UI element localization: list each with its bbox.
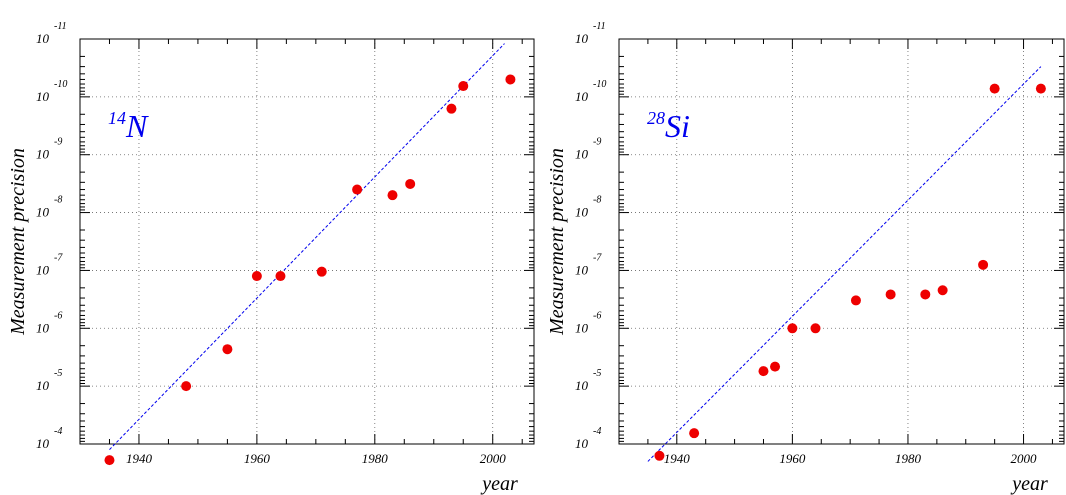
y-tick-exponent: -4 [54, 426, 62, 437]
x-tick-label: 2000 [480, 451, 507, 466]
data-point [885, 289, 896, 300]
y-tick-exponent: -7 [54, 252, 63, 263]
x-axis-title: year [480, 473, 518, 495]
y-tick-exponent: -8 [54, 195, 62, 206]
fit-line [109, 43, 505, 450]
y-tick-base: 10 [575, 378, 589, 393]
y-tick-exponent: -8 [593, 195, 601, 206]
data-point [758, 366, 769, 377]
x-tick-label: 1940 [664, 451, 691, 466]
data-point [446, 103, 457, 114]
y-tick-base: 10 [36, 320, 50, 335]
data-point [505, 74, 516, 85]
y-tick-base: 10 [36, 436, 50, 451]
y-tick-base: 10 [575, 31, 589, 46]
y-tick-base: 10 [575, 320, 589, 335]
y-tick-exponent: -6 [54, 310, 62, 321]
y-tick-exponent: -9 [54, 137, 62, 148]
x-tick-label: 1980 [362, 451, 389, 466]
data-point [770, 361, 781, 372]
y-tick-base: 10 [36, 262, 50, 277]
data-point [850, 295, 861, 306]
y-tick-base: 10 [575, 205, 589, 220]
y-tick-base: 10 [36, 31, 50, 46]
isotope-label: 14N [108, 108, 149, 144]
data-point [937, 285, 948, 296]
data-point [654, 450, 665, 461]
plot-frame [79, 38, 535, 445]
data-point [251, 271, 262, 282]
chart-panel-1: 1940 1960 1980 2000 10 -4 10 -5 10 -6 10 -7 10 -8 10 -9… [7, 21, 535, 495]
data-point [1035, 83, 1046, 94]
y-tick-base: 10 [575, 436, 589, 451]
y-tick-exponent: -5 [593, 368, 601, 379]
isotope-element-symbol: N [125, 108, 149, 144]
data-point [458, 81, 469, 92]
x-tick-label: 1960 [244, 451, 271, 466]
data-point [387, 190, 398, 201]
data-point [978, 259, 989, 270]
y-tick-base: 10 [36, 147, 50, 162]
isotope-mass-number: 28 [647, 108, 665, 128]
data-point [920, 289, 931, 300]
y-tick-base: 10 [36, 378, 50, 393]
isotope-label: 28Si [647, 108, 690, 144]
data-point [787, 323, 798, 334]
x-tick-label: 2000 [1011, 451, 1038, 466]
x-axis-title: year [1010, 473, 1048, 495]
y-tick-base: 10 [36, 89, 50, 104]
y-tick-base: 10 [36, 205, 50, 220]
y-tick-exponent: -5 [54, 368, 62, 379]
chart-panel-2: 1940 1960 1980 2000 10 -4 10 -5 10 -6 10 -7 10 -8 10 -9… [546, 21, 1065, 495]
data-point [275, 271, 286, 282]
y-tick-exponent: -4 [593, 426, 601, 437]
isotope-element-symbol: Si [665, 108, 690, 144]
data-point [104, 455, 115, 466]
y-tick-exponent: -11 [54, 21, 67, 32]
y-tick-exponent: -7 [593, 252, 602, 263]
y-axis-title: Measurement precision [7, 148, 29, 336]
isotope-mass-number: 14 [108, 108, 126, 128]
data-point [810, 323, 821, 334]
data-point [222, 344, 233, 355]
data-point [316, 266, 327, 277]
data-point [989, 83, 1000, 94]
fit-line [647, 66, 1042, 462]
y-axis-title: Measurement precision [546, 148, 568, 336]
y-tick-exponent: -11 [593, 21, 606, 32]
data-point [352, 184, 363, 195]
data-point [689, 428, 700, 439]
y-tick-exponent: -10 [54, 79, 67, 90]
data-point [405, 178, 416, 189]
y-tick-exponent: -9 [593, 137, 601, 148]
x-tick-label: 1960 [779, 451, 806, 466]
y-tick-base: 10 [575, 147, 589, 162]
data-point [181, 381, 192, 392]
y-tick-exponent: -10 [593, 79, 606, 90]
y-tick-base: 10 [575, 262, 589, 277]
plot-frame [618, 38, 1065, 445]
y-tick-exponent: -6 [593, 310, 601, 321]
x-tick-label: 1940 [126, 451, 153, 466]
y-tick-base: 10 [575, 89, 589, 104]
x-tick-label: 1980 [895, 451, 922, 466]
